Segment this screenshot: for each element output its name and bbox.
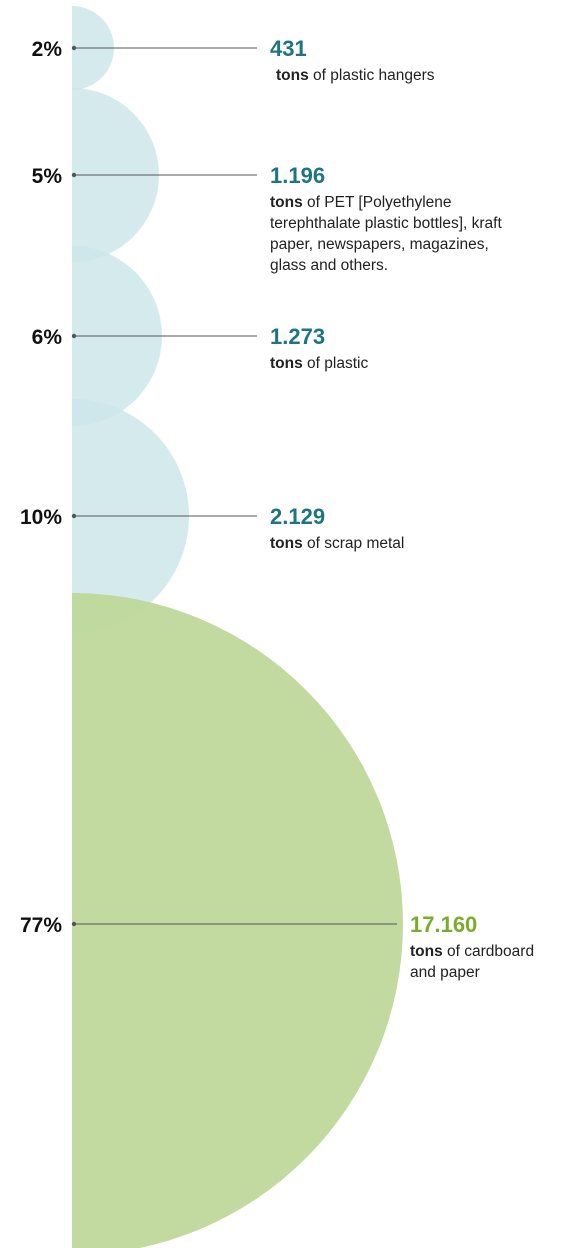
leader-dot: [71, 921, 77, 927]
description-line: of plastic hangers: [313, 67, 435, 84]
description-line: of cardboard: [447, 943, 534, 960]
unit-word: tons: [270, 535, 307, 552]
label-group: 2% 431 tons of plastic hangers 5% 1.196 tons …: [20, 36, 534, 981]
description: tons of cardboard and paper: [410, 943, 534, 981]
leader-dot: [71, 172, 77, 178]
bubble-group: [72, 6, 403, 1248]
description-line: paper, newspapers, magazines,: [270, 236, 489, 253]
description: tons of PET [Polyethylene terephthalate p…: [270, 194, 502, 274]
unit-word: tons: [410, 943, 447, 960]
percent-label: 6%: [32, 326, 63, 349]
leader-dot: [71, 333, 77, 339]
unit-word: tons: [276, 67, 313, 84]
description: tons of scrap metal: [270, 535, 404, 552]
description-line: of scrap metal: [307, 535, 404, 552]
bubble-5: [72, 593, 403, 1248]
description-line: of plastic: [307, 355, 368, 372]
leader-dot: [71, 513, 77, 519]
percent-label: 5%: [32, 165, 63, 188]
percent-label: 2%: [32, 38, 63, 61]
description-line: and paper: [410, 964, 480, 981]
value-label: 17.160: [410, 912, 477, 937]
percent-label: 10%: [20, 506, 62, 529]
description: tons of plastic: [270, 355, 368, 372]
description: tons of plastic hangers: [276, 67, 435, 84]
unit-word: tons: [270, 355, 307, 372]
value-label: 2.129: [270, 504, 325, 529]
value-label: 1.273: [270, 324, 325, 349]
percent-label: 77%: [20, 914, 62, 937]
value-label: 431: [270, 36, 307, 61]
leader-dot: [71, 45, 77, 51]
description-line: glass and others.: [270, 257, 388, 274]
value-label: 1.196: [270, 163, 325, 188]
description-line: of PET [Polyethylene: [307, 194, 451, 211]
unit-word: tons: [270, 194, 307, 211]
description-line: terephthalate plastic bottles], kraft: [270, 215, 502, 232]
